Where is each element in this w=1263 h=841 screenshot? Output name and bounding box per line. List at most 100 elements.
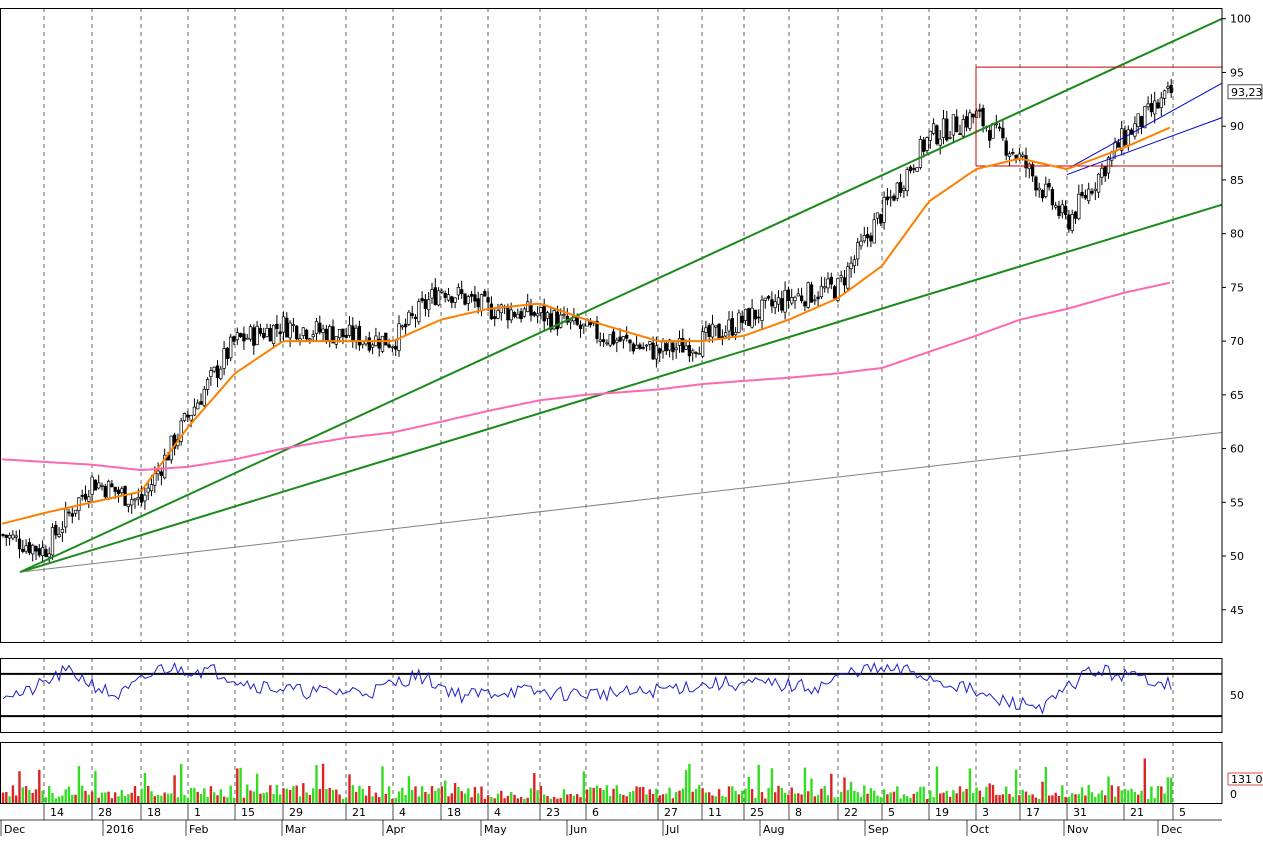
volume-bar — [562, 789, 566, 803]
volume-bar — [1061, 785, 1064, 803]
candle-body — [351, 325, 355, 342]
volume-bar — [602, 789, 605, 803]
candle-body — [648, 341, 652, 345]
volume-bar — [1074, 794, 1077, 803]
candle-body — [555, 311, 560, 330]
price-tick-label: 85 — [1230, 174, 1244, 187]
volume-bar — [5, 792, 8, 803]
volume-bar — [1137, 794, 1140, 803]
candle-body — [895, 182, 899, 199]
candle-body — [163, 454, 167, 479]
candle-body — [575, 317, 579, 325]
day-label: 4 — [399, 806, 406, 819]
volume-bar — [203, 788, 206, 803]
month-label: Apr — [386, 823, 406, 836]
candle-body — [552, 310, 556, 330]
candle-body — [357, 325, 362, 346]
candle-body — [671, 342, 675, 353]
candle-body — [473, 294, 477, 302]
candle-body — [291, 324, 296, 326]
volume-bar — [1067, 796, 1071, 803]
volume-bar — [298, 796, 302, 803]
volume-bar — [1127, 790, 1130, 803]
candle-body — [988, 130, 992, 141]
volume-bar — [206, 796, 209, 803]
volume-bar — [569, 793, 572, 803]
candle-body — [869, 235, 873, 242]
volume-bar — [242, 797, 246, 803]
candle-body — [235, 332, 239, 341]
volume-bar — [378, 797, 381, 803]
volume-bar — [879, 797, 882, 803]
labels: 93,23 131 08 0 — [1227, 84, 1263, 801]
volume-bar — [348, 774, 351, 803]
volume-bar — [744, 788, 747, 803]
volume-bar — [1021, 789, 1024, 803]
volume-bar — [671, 798, 675, 803]
rsi-line — [2, 661, 1172, 715]
volume-bar — [24, 786, 28, 803]
volume-bar — [816, 794, 820, 803]
volume-bar — [401, 787, 404, 803]
candle-body — [159, 471, 164, 476]
volume-bar — [698, 785, 701, 803]
day-label: 18 — [147, 806, 161, 819]
candle-body — [578, 324, 583, 330]
candle-body — [829, 276, 833, 285]
volume-bar — [1011, 796, 1014, 803]
volume-bar — [595, 785, 599, 803]
volume-bar — [226, 797, 229, 803]
volume-bar — [1064, 796, 1067, 803]
candle-body — [27, 542, 32, 554]
volume-bar — [724, 796, 727, 803]
volume-bar — [1024, 791, 1028, 803]
day-label: 11 — [708, 806, 722, 819]
candle-body — [106, 480, 111, 500]
volume-bar — [711, 795, 714, 803]
day-label: 8 — [795, 806, 802, 819]
candle-body — [978, 109, 982, 112]
volume-bar — [625, 796, 628, 803]
volume-bar — [998, 795, 1001, 803]
volume-bar — [77, 766, 81, 803]
candle-body — [1103, 166, 1107, 177]
volume-bar — [1166, 777, 1170, 803]
candle-body — [700, 331, 705, 357]
volume-bar — [467, 788, 470, 803]
volume-bar — [229, 785, 232, 803]
volume-bar — [196, 791, 199, 803]
candle-body — [654, 345, 659, 360]
volume-bar — [622, 794, 625, 803]
day-label: 29 — [289, 806, 303, 819]
candle-body — [54, 524, 58, 536]
candle-body — [476, 298, 480, 308]
candle-body — [872, 219, 876, 244]
volume-bar — [1143, 758, 1146, 803]
volume-bar — [90, 791, 94, 803]
volume-bar — [371, 796, 374, 803]
volume-bar — [585, 789, 589, 803]
rsi-panel-border — [0, 658, 1223, 733]
volume-bar — [338, 794, 341, 803]
volume-bar — [397, 791, 401, 803]
volume-bar — [886, 794, 889, 803]
candle-body — [229, 336, 233, 359]
candle-body — [694, 352, 698, 354]
volume-bar — [321, 763, 325, 803]
candle-body — [34, 545, 38, 552]
volume-bar — [859, 796, 863, 803]
candle-body — [14, 535, 18, 538]
volume-bar — [582, 771, 585, 803]
candle-body — [245, 337, 249, 340]
volume-bar — [958, 786, 962, 803]
candle-body — [882, 196, 886, 223]
candle-body — [130, 499, 134, 506]
candle-body — [331, 326, 335, 344]
volume-tick-label: 0 — [1230, 788, 1237, 801]
candle-body — [1073, 211, 1078, 219]
candle-body — [852, 259, 857, 267]
volume-bar — [496, 793, 500, 803]
volume-bar — [160, 795, 163, 803]
volume-bar — [173, 775, 176, 803]
candle-body — [17, 538, 22, 550]
